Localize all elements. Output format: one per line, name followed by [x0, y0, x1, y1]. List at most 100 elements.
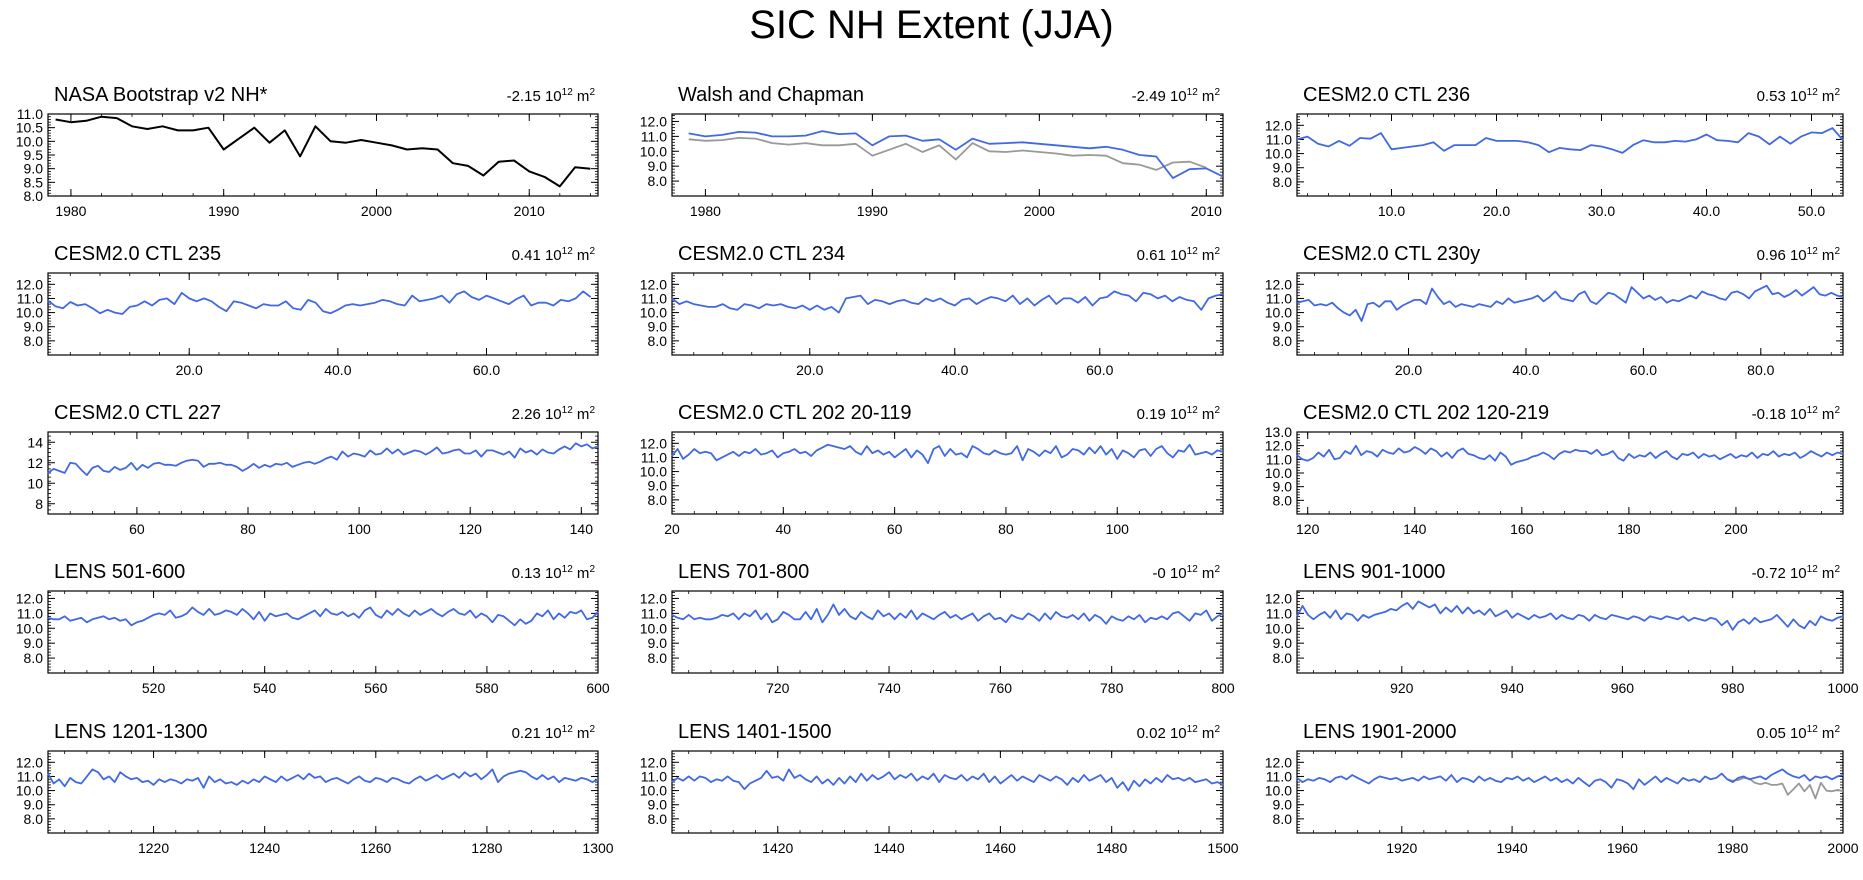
y-tick-label: 8.0 — [648, 650, 668, 666]
trend-label: 0.21 1012 m2 — [512, 724, 596, 742]
x-tick-label: 1980 — [690, 203, 721, 219]
x-tick-label: 1280 — [471, 840, 502, 856]
plot-frame — [1296, 272, 1844, 356]
x-tick-label: 100 — [347, 521, 371, 537]
y-tick-label: 11.0 — [641, 128, 667, 144]
series-line-model — [1296, 127, 1844, 154]
y-tick-label: 12.0 — [640, 113, 667, 129]
x-tick-label: 200 — [1724, 521, 1748, 537]
chart-panel-10: LENS 501-600 0.13 1012 m2 8.09.010.011.012… — [16, 561, 610, 696]
x-tick-label: 40.0 — [941, 362, 968, 378]
y-tick-label: 8.0 — [24, 650, 44, 666]
figure-title: SIC NH Extent (JJA) — [749, 3, 1114, 47]
x-tick-label: 80.0 — [1747, 362, 1774, 378]
y-tick-label: 10.0 — [16, 783, 43, 799]
y-tick-label: 12.0 — [16, 590, 43, 606]
x-tick-label: 120 — [1296, 521, 1320, 537]
panel-title: LENS 1401-1500 — [678, 721, 831, 743]
x-tick-label: 80 — [240, 521, 256, 537]
chart-panel-7: CESM2.0 CTL 227 2.26 1012 m2 8 10 12 14 60 80 10… — [27, 402, 599, 537]
x-tick-label: 1980 — [1717, 840, 1748, 856]
y-tick-label: 8.0 — [1273, 492, 1293, 508]
chart-panel-8: CESM2.0 CTL 202 20-119 0.19 1012 m2 8.09.0… — [640, 402, 1224, 537]
x-tick-label: 720 — [766, 680, 790, 696]
y-tick-label: 8.0 — [648, 333, 668, 349]
x-tick-label: 780 — [1100, 680, 1124, 696]
x-tick-label: 600 — [586, 680, 610, 696]
x-tick-label: 1960 — [1607, 840, 1638, 856]
x-tick-label: 20 — [664, 521, 680, 537]
chart-panel-9: CESM2.0 CTL 202 120-219 -0.18 1012 m2 8.09… — [1265, 402, 1844, 537]
chart-panel-1: NASA Bootstrap v2 NH* -2.15 1012 m2 8.08.5… — [16, 84, 599, 219]
y-tick-label: 12.0 — [1265, 438, 1292, 454]
x-tick-label: 1980 — [55, 203, 86, 219]
y-tick-label: 9.5 — [24, 147, 44, 163]
trend-label: -2.15 1012 m2 — [507, 87, 596, 105]
x-tick-label: 20.0 — [176, 362, 203, 378]
y-tick-label: 11.0 — [1266, 605, 1292, 621]
x-tick-label: 20.0 — [796, 362, 823, 378]
panel-title: CESM2.0 CTL 230y — [1303, 243, 1480, 265]
trend-label: -2.49 1012 m2 — [1132, 87, 1221, 105]
series-line-model — [671, 768, 1224, 792]
y-tick-label: 10.5 — [16, 120, 43, 136]
trend-label: 2.26 1012 m2 — [512, 405, 596, 423]
y-tick-label: 8.0 — [1273, 811, 1293, 827]
y-tick-label: 12.0 — [1265, 590, 1292, 606]
y-tick-label: 11.0 — [641, 768, 667, 784]
x-tick-label: 10.0 — [1378, 203, 1405, 219]
panel-title: CESM2.0 CTL 202 20-119 — [678, 402, 911, 424]
series-line-obs — [55, 115, 591, 188]
y-tick-label: 11.0 — [641, 605, 667, 621]
y-tick-label: 11.0 — [641, 449, 667, 465]
plot-frame — [47, 590, 599, 674]
x-tick-label: 920 — [1390, 680, 1414, 696]
x-tick-label: 2000 — [361, 203, 392, 219]
series-line-model — [671, 290, 1224, 314]
x-tick-label: 60.0 — [473, 362, 500, 378]
y-tick-label: 10.0 — [640, 143, 667, 159]
y-tick-label: 12.0 — [640, 276, 667, 292]
y-tick-label: 9.0 — [1273, 797, 1293, 813]
series-line-model — [671, 443, 1224, 465]
panel-title: CESM2.0 CTL 227 — [54, 402, 221, 424]
y-tick-label: 8.0 — [1273, 174, 1293, 190]
chart-panel-6: CESM2.0 CTL 230y 0.96 1012 m2 8.09.010.011… — [1265, 243, 1844, 378]
trend-label: 0.13 1012 m2 — [512, 564, 596, 582]
chart-panel-5: CESM2.0 CTL 234 0.61 1012 m2 8.09.010.011.… — [640, 243, 1224, 378]
panel-title: LENS 701-800 — [678, 561, 809, 583]
y-tick-label: 10.0 — [16, 133, 43, 149]
y-tick-label: 9.0 — [24, 319, 44, 335]
x-tick-label: 1460 — [985, 840, 1016, 856]
x-tick-label: 1990 — [857, 203, 888, 219]
x-tick-label: 1920 — [1386, 840, 1417, 856]
y-tick-label: 12.0 — [640, 435, 667, 451]
trend-label: -0.18 1012 m2 — [1752, 405, 1841, 423]
x-tick-label: 1940 — [1497, 840, 1528, 856]
x-tick-label: 1240 — [249, 840, 280, 856]
y-tick-label: 12.0 — [640, 754, 667, 770]
y-tick-label: 11.0 — [17, 106, 43, 122]
y-tick-label: 8.0 — [1273, 333, 1293, 349]
series-line-model — [1296, 444, 1844, 466]
y-tick-label: 8.0 — [648, 492, 668, 508]
x-tick-label: 2000 — [1827, 840, 1858, 856]
x-tick-label: 1990 — [208, 203, 239, 219]
y-tick-label: 9.0 — [648, 478, 668, 494]
y-tick-label: 10.0 — [640, 620, 667, 636]
plot-frame — [671, 750, 1224, 834]
chart-panel-15: LENS 1901-2000 0.05 1012 m2 8.09.010.011.0… — [1265, 721, 1859, 856]
panel-title: LENS 901-1000 — [1303, 561, 1445, 583]
y-tick-label: 8.0 — [24, 811, 44, 827]
y-tick-label: 11.0 — [17, 768, 43, 784]
plot-frame — [47, 750, 599, 834]
x-tick-label: 120 — [459, 521, 483, 537]
trend-label: 0.61 1012 m2 — [1137, 246, 1221, 264]
y-tick-label: 11.0 — [1266, 290, 1292, 306]
chart-panel-12: LENS 901-1000 -0.72 1012 m2 8.09.010.011.0… — [1265, 561, 1859, 696]
x-tick-label: 800 — [1211, 680, 1235, 696]
y-tick-label: 12.0 — [16, 754, 43, 770]
y-tick-label: 8.0 — [24, 188, 44, 204]
y-tick-label: 12.0 — [1265, 276, 1292, 292]
y-tick-label: 9.0 — [1273, 635, 1293, 651]
